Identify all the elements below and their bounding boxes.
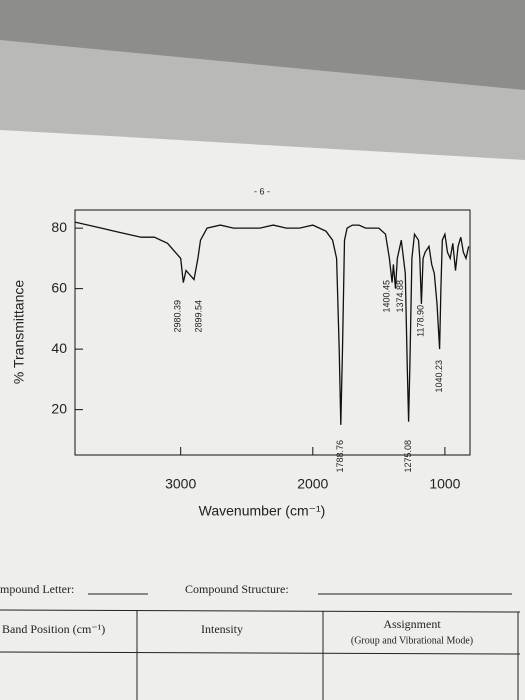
peak-label: 1788.76 [335, 440, 345, 473]
x-tick-label: 2000 [297, 476, 328, 492]
peak-label: 1275.08 [403, 440, 413, 473]
compound-letter: mpound Letter: [0, 582, 74, 596]
x-tick-label: 3000 [165, 476, 196, 492]
table-header: Assignment [383, 617, 441, 631]
x-axis-label: Wavenumber (cm⁻¹) [199, 503, 326, 519]
table-line [0, 651, 521, 655]
y-axis-label: % Transmittance [11, 280, 27, 384]
paper [0, 130, 525, 700]
peak-label: 1040.23 [434, 360, 444, 393]
compound-structure: Compound Structure: [185, 582, 289, 596]
spectrum-line [74, 221, 470, 425]
peak-label: 1374.88 [395, 280, 405, 313]
peak-label: 2980.39 [173, 300, 183, 333]
y-tick-label: 40 [51, 340, 67, 356]
table-note: (Group and Vibrational Mode) [351, 635, 473, 646]
table-header: Band Position (cm⁻¹) [2, 622, 105, 636]
y-tick-label: 60 [51, 279, 67, 295]
peak-label: 1178.90 [416, 305, 426, 337]
peak-label: 1400.45 [381, 280, 391, 313]
plot-frame [74, 209, 471, 456]
y-tick-label: 80 [51, 219, 67, 235]
x-tick-label: 1000 [429, 476, 460, 492]
peak-label: 2899.54 [193, 300, 203, 333]
y-tick-label: 20 [51, 400, 67, 416]
page-number: - 6 - [254, 186, 270, 196]
table-header: Intensity [201, 622, 243, 636]
table-line [0, 609, 521, 613]
